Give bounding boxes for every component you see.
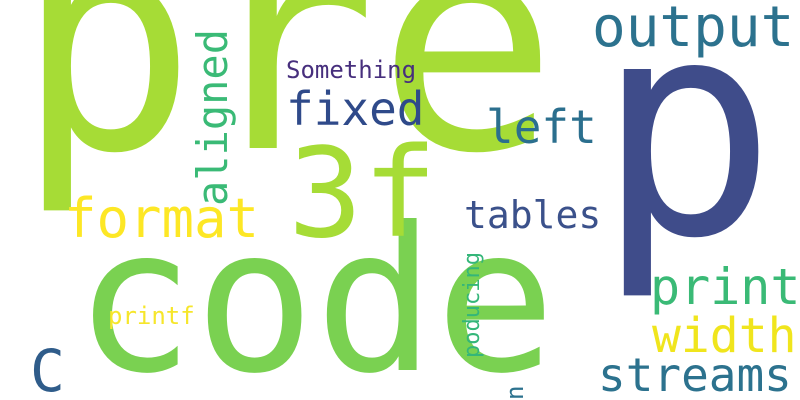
word-p: p xyxy=(596,0,777,304)
word-output: output xyxy=(592,0,795,60)
word-width: width xyxy=(652,308,797,364)
word-aligned: aligned xyxy=(188,28,237,206)
word-n: n xyxy=(501,385,529,400)
word-c: C xyxy=(30,337,65,400)
word-format: format xyxy=(64,187,260,250)
word-pre: pre xyxy=(16,0,558,219)
word-print: print xyxy=(650,258,800,316)
word-code: code xyxy=(74,185,556,400)
word-poducing: poducing xyxy=(460,252,485,358)
word-left: left xyxy=(486,100,597,154)
word-3f: 3f xyxy=(288,122,438,266)
word-fixed: fixed xyxy=(286,82,425,136)
word-streams: streams xyxy=(598,348,792,400)
word-printf: printf xyxy=(108,302,195,330)
word-something: Something xyxy=(286,56,417,84)
word-tables: tables xyxy=(464,193,602,237)
